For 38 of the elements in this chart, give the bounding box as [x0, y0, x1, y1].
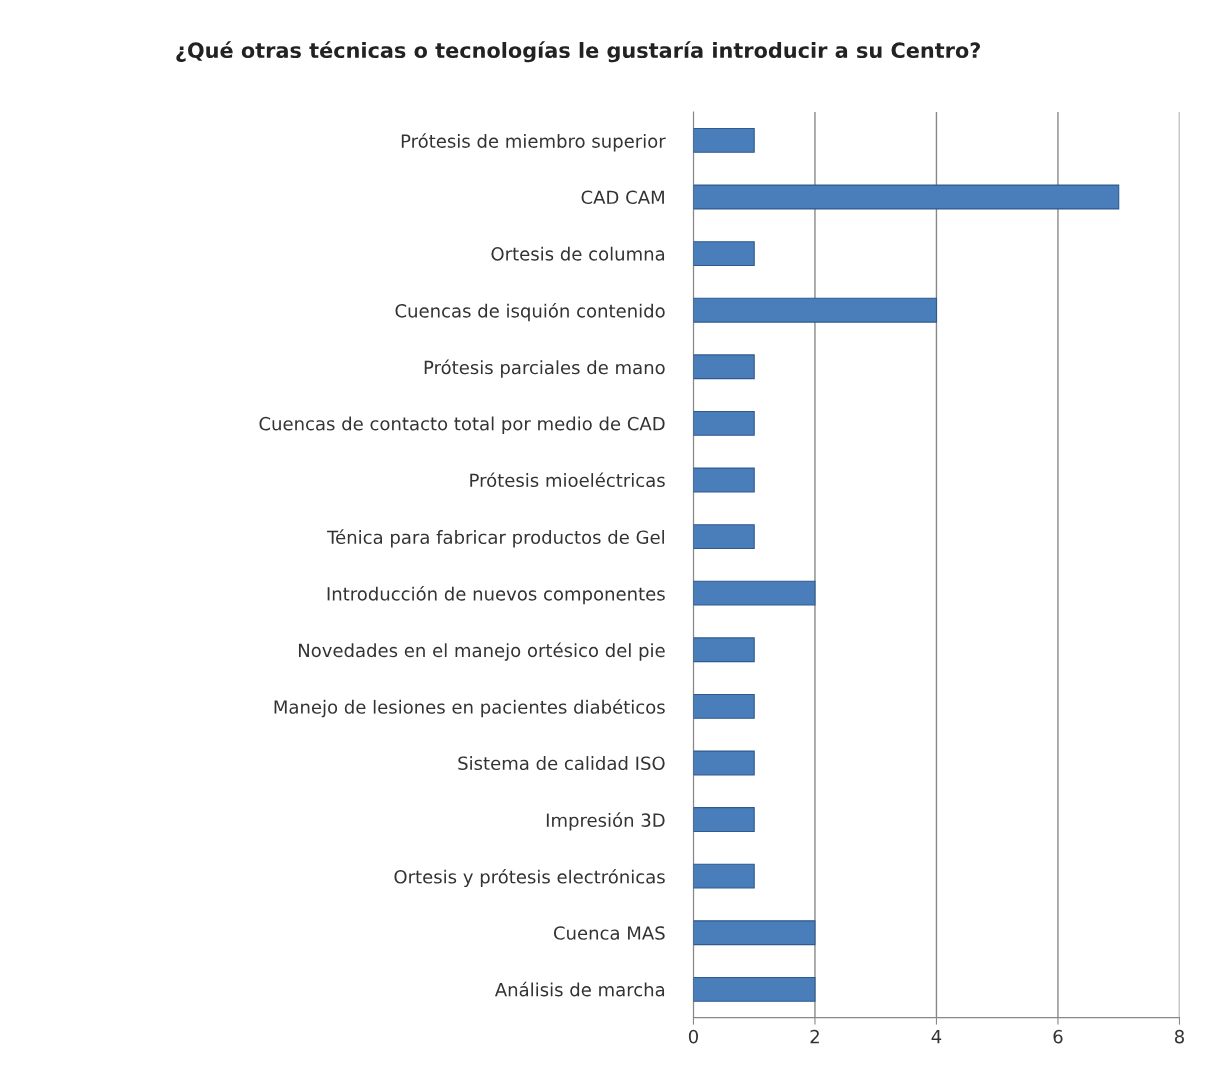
x-tick-label: 6 [1053, 1029, 1063, 1044]
bar [693, 297, 938, 323]
y-tick-label: Análisis de marcha [494, 981, 665, 997]
bar [693, 127, 755, 153]
y-tick-label: Ortesis y prótesis electrónicas [394, 868, 665, 888]
bar [693, 807, 755, 832]
chart-title: ¿Qué otras técnicas o tecnologías le gustaría introducir a su Centro? [176, 41, 980, 63]
bar [693, 524, 755, 550]
y-tick-label: CAD CAM [581, 190, 664, 205]
y-tick-label: Introducción de nuevos componentes [327, 585, 665, 605]
bar [693, 354, 755, 380]
y-tick-label: Prótesis mioeléctricas [470, 472, 665, 488]
y-tick-label: Manejo de lesiones en pacientes diabéticos [274, 699, 665, 718]
x-tick-label: 8 [1174, 1029, 1184, 1044]
bar [693, 637, 755, 663]
y-tick-label: Prótesis de miembro superior [401, 133, 666, 152]
bar [693, 976, 816, 1002]
y-tick-label: Impresión 3D [546, 812, 665, 831]
x-tick-label: 4 [931, 1029, 942, 1044]
y-tick-label: Prótesis parciales de mano [424, 359, 665, 378]
y-tick-label: Sistema de calidad ISO [458, 756, 665, 771]
y-tick-label: Cuencas de contacto total por medio de CAD [259, 416, 665, 434]
bar [693, 863, 755, 889]
x-tick-label: 2 [810, 1029, 819, 1044]
bar [693, 920, 816, 946]
y-tick-label: Novedades en el manejo ortésico del pie [298, 642, 665, 661]
y-tick-label: Ortesis de columna [491, 246, 665, 261]
bar [693, 580, 816, 606]
x-tick-label: 0 [688, 1029, 698, 1044]
y-tick-label: Cuencas de isquión contenido [395, 302, 665, 322]
y-tick-label: Ténica para fabricar productos de Gel [327, 529, 664, 548]
bar [693, 241, 755, 267]
y-tick-label: Cuenca MAS [553, 926, 665, 940]
bar [693, 467, 755, 493]
bar [693, 750, 755, 776]
bar [693, 693, 755, 719]
bar [693, 184, 1120, 210]
bar [693, 410, 755, 436]
